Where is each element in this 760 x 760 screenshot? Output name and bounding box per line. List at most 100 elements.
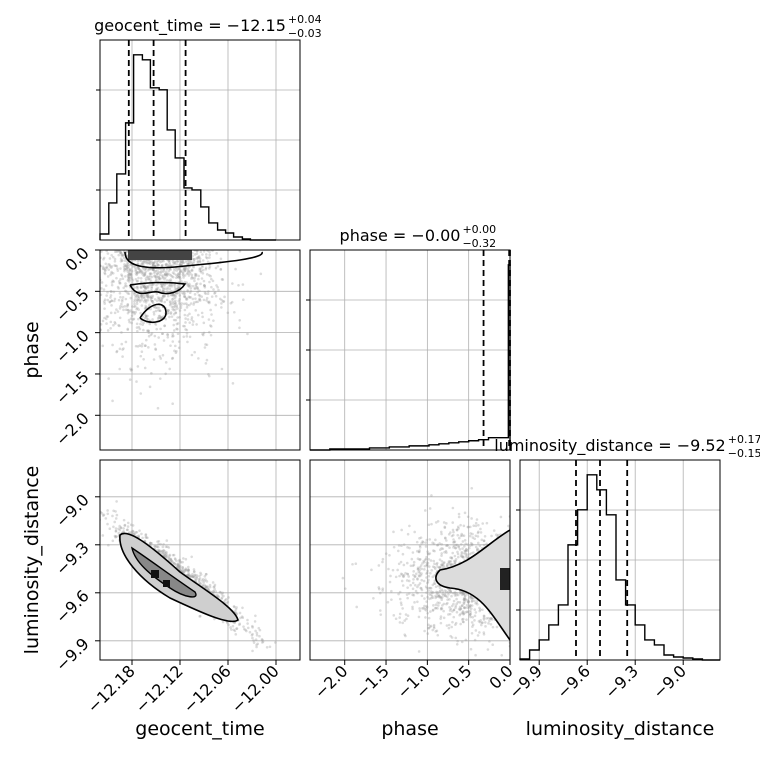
sample-point <box>156 263 160 267</box>
sample-point <box>130 530 133 534</box>
sample-point <box>478 608 482 611</box>
sample-point <box>458 605 462 609</box>
sample-point <box>156 548 159 552</box>
sample-point <box>428 593 431 596</box>
sample-point <box>478 544 482 548</box>
sample-point <box>168 553 172 557</box>
sample-point <box>446 591 450 594</box>
sample-point <box>126 303 130 306</box>
sample-point <box>172 318 176 322</box>
sample-point <box>102 256 106 260</box>
sample-point <box>442 593 445 597</box>
sample-point <box>163 300 167 304</box>
sample-point <box>148 272 152 276</box>
sample-point <box>126 261 130 265</box>
sample-point <box>216 594 220 598</box>
sample-point <box>136 306 139 310</box>
sample-point <box>132 317 136 321</box>
sample-point <box>238 318 242 322</box>
sample-point <box>189 574 193 578</box>
sample-point <box>138 529 141 532</box>
sample-point <box>211 581 215 584</box>
sample-point <box>156 259 160 263</box>
sample-point <box>400 579 404 583</box>
contour <box>129 281 187 295</box>
sample-point <box>128 267 132 271</box>
sample-point <box>436 604 440 607</box>
sample-point <box>161 353 165 357</box>
sample-point <box>161 282 165 286</box>
sample-point <box>113 250 117 254</box>
sample-point <box>140 350 144 353</box>
sample-point <box>213 583 217 587</box>
sample-point <box>179 564 182 568</box>
sample-point <box>456 552 460 556</box>
sample-point <box>418 582 422 585</box>
sample-point <box>454 557 458 561</box>
sample-point <box>185 282 189 286</box>
scatter-geocent_time-phase <box>100 250 263 410</box>
sample-point <box>417 615 421 619</box>
sample-point <box>442 564 445 567</box>
sample-point <box>458 601 462 604</box>
sample-point <box>200 311 204 315</box>
sample-point <box>442 561 445 565</box>
sample-point <box>124 284 127 288</box>
sample-point <box>176 316 179 319</box>
sample-point <box>136 295 140 299</box>
sample-point <box>161 275 165 278</box>
sample-point <box>248 630 252 634</box>
sample-point <box>418 569 421 572</box>
sample-point <box>186 272 190 275</box>
sample-point <box>496 533 500 537</box>
sample-point <box>163 552 167 556</box>
sample-point <box>378 591 382 595</box>
sample-point <box>426 552 430 555</box>
sample-point <box>436 591 439 594</box>
sample-point <box>166 333 170 337</box>
sample-point <box>188 335 192 339</box>
sample-point <box>202 581 205 584</box>
sample-point <box>138 300 142 303</box>
sample-point <box>140 294 144 297</box>
sample-point <box>207 318 211 321</box>
sample-point <box>412 560 416 564</box>
sample-point <box>438 548 442 552</box>
sample-point <box>447 532 451 536</box>
sample-point <box>172 293 176 297</box>
sample-point <box>164 545 168 548</box>
sample-point <box>434 630 438 633</box>
sample-point <box>405 561 409 565</box>
sample-point <box>455 642 459 646</box>
sample-point <box>122 308 125 312</box>
sample-point <box>402 575 405 579</box>
sample-point <box>452 615 456 619</box>
sample-point <box>198 574 201 578</box>
sample-point <box>425 609 428 612</box>
sample-point <box>158 309 162 313</box>
sample-point <box>392 545 396 549</box>
sample-point <box>173 262 176 266</box>
sample-point <box>413 574 417 578</box>
sample-point <box>434 603 438 607</box>
sample-point <box>155 299 159 303</box>
sample-point <box>104 262 108 266</box>
sample-point <box>129 309 133 312</box>
sample-point <box>134 305 137 308</box>
sample-point <box>427 623 430 627</box>
sample-point <box>426 595 429 599</box>
sample-point <box>168 554 171 558</box>
sample-point <box>106 275 110 278</box>
sample-point <box>163 294 167 298</box>
sample-point <box>413 530 416 534</box>
sample-point <box>182 268 185 272</box>
sample-point <box>148 260 152 263</box>
sample-point <box>150 286 153 290</box>
sample-point <box>147 275 150 279</box>
sample-point <box>125 290 128 293</box>
sample-point <box>111 399 114 403</box>
sample-point <box>163 282 166 286</box>
sample-point <box>130 368 134 371</box>
sample-point <box>253 620 257 623</box>
sample-point <box>193 570 196 573</box>
